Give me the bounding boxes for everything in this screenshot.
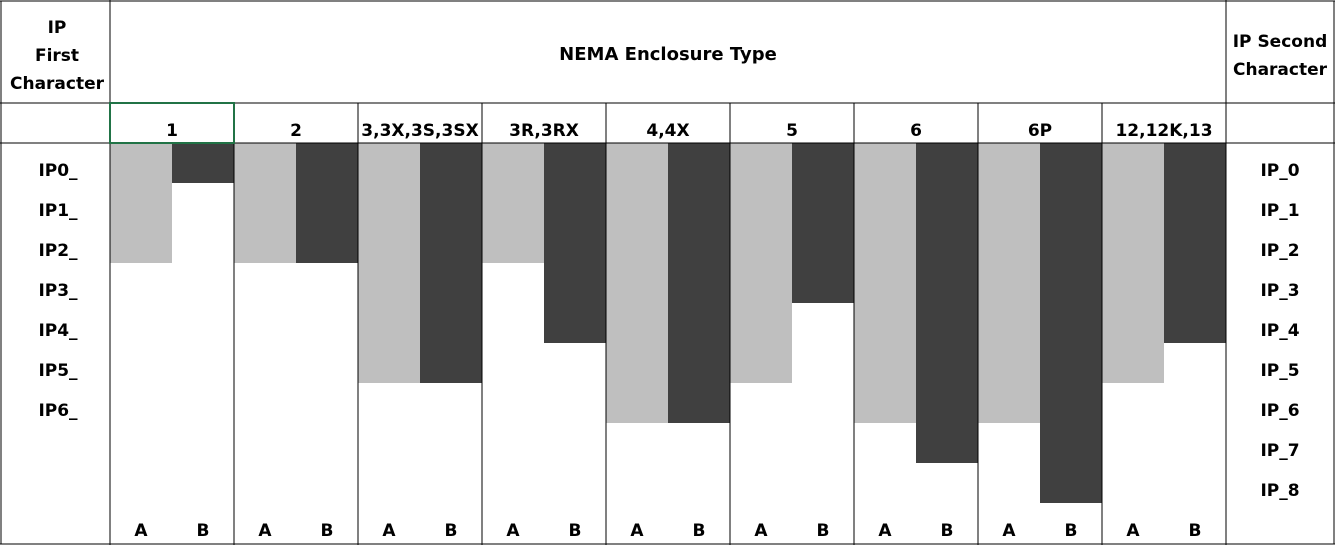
bar-label: B xyxy=(197,521,210,541)
level-bar xyxy=(110,143,172,263)
bar-label: B xyxy=(569,521,582,541)
level-bar xyxy=(358,143,420,383)
second-label: IP_8 xyxy=(1260,481,1299,501)
level-bar xyxy=(606,143,668,423)
second-header: IP Second xyxy=(1233,32,1328,52)
type-label: 3R,3RX xyxy=(509,121,579,141)
type-label: 12,12K,13 xyxy=(1115,121,1212,141)
level-bar xyxy=(1102,143,1164,383)
first-label: IP0_ xyxy=(38,161,78,181)
second-label: IP_7 xyxy=(1260,441,1299,461)
level-bar xyxy=(1040,143,1102,503)
second-label: IP_6 xyxy=(1260,401,1299,421)
title: NEMA Enclosure Type xyxy=(559,44,777,65)
selected-cell xyxy=(109,102,235,144)
first-label: IP4_ xyxy=(38,321,78,341)
level-bar xyxy=(978,143,1040,423)
bar-label: B xyxy=(693,521,706,541)
first-label: IP2_ xyxy=(38,241,78,261)
second-label: IP_4 xyxy=(1260,321,1299,341)
bar-label: A xyxy=(630,521,644,541)
level-bar xyxy=(296,143,358,263)
bar-label: A xyxy=(506,521,520,541)
level-bar xyxy=(544,143,606,343)
first-label: IP6_ xyxy=(38,401,78,421)
bar-label: A xyxy=(382,521,396,541)
bar-label: B xyxy=(1189,521,1202,541)
type-label: 2 xyxy=(290,121,302,141)
second-label: IP_1 xyxy=(1260,201,1299,221)
bar-label: B xyxy=(941,521,954,541)
level-bar xyxy=(730,143,792,383)
level-bar xyxy=(482,143,544,263)
level-bar xyxy=(854,143,916,423)
level-bar xyxy=(916,143,978,463)
second-label: IP_5 xyxy=(1260,361,1299,381)
type-label: 6 xyxy=(910,121,922,141)
second-header: Character xyxy=(1233,60,1328,80)
bar-label: B xyxy=(817,521,830,541)
type-label: 4,4X xyxy=(646,121,689,141)
level-bar xyxy=(1164,143,1226,343)
level-bar xyxy=(172,143,234,183)
first-header: Character xyxy=(10,74,105,94)
bar-label: A xyxy=(878,521,892,541)
second-label: IP_0 xyxy=(1260,161,1299,181)
type-label: 6P xyxy=(1028,121,1052,141)
bar-label: A xyxy=(1002,521,1016,541)
second-label: IP_3 xyxy=(1260,281,1299,301)
bar-label: A xyxy=(134,521,148,541)
level-bar xyxy=(668,143,730,423)
second-label: IP_2 xyxy=(1260,241,1299,261)
first-label: IP1_ xyxy=(38,201,78,221)
bar-label: B xyxy=(445,521,458,541)
type-label: 5 xyxy=(786,121,798,141)
bar-label: B xyxy=(321,521,334,541)
type-label: 3,3X,3S,3SX xyxy=(361,121,478,141)
level-bar xyxy=(420,143,482,383)
first-header: IP xyxy=(48,18,67,38)
first-label: IP5_ xyxy=(38,361,78,381)
type-label: 1 xyxy=(166,121,178,141)
first-label: IP3_ xyxy=(38,281,78,301)
level-bar xyxy=(234,143,296,263)
bar-label: A xyxy=(754,521,768,541)
level-bar xyxy=(792,143,854,303)
bar-label: B xyxy=(1065,521,1078,541)
bar-label: A xyxy=(258,521,272,541)
first-header: First xyxy=(35,46,79,66)
bar-label: A xyxy=(1126,521,1140,541)
